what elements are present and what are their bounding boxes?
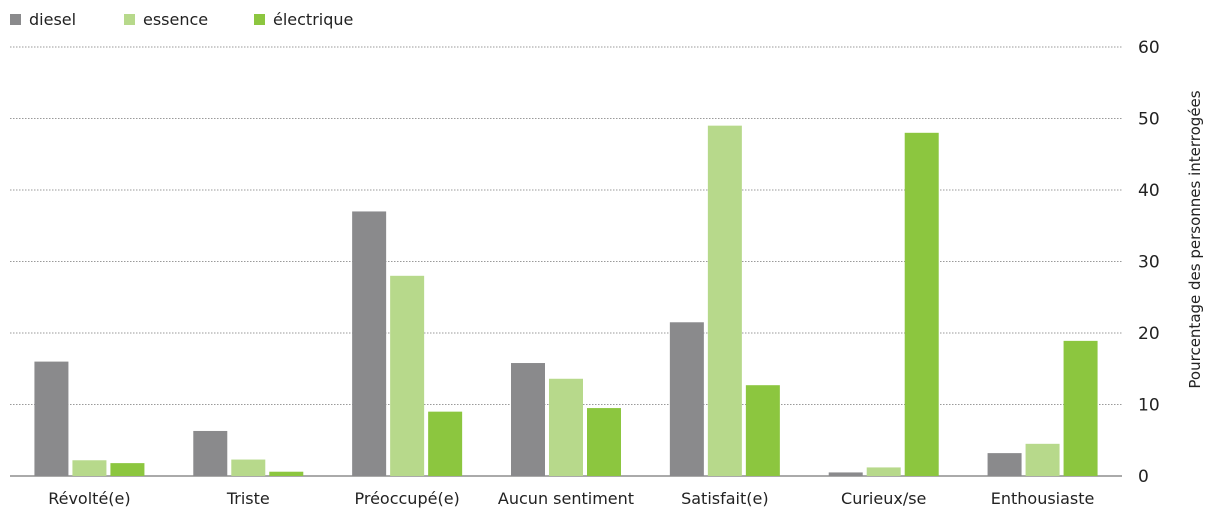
- x-category-label: Curieux/se: [841, 489, 926, 508]
- x-axis-categories: Révolté(e) Triste Préoccupé(e) Aucun sentim…: [48, 489, 1094, 508]
- bar-essence: [72, 460, 107, 476]
- x-category-label: Satisfait(e): [681, 489, 769, 508]
- y-tick-label: 10: [1138, 396, 1160, 416]
- y-tick-label: 50: [1138, 110, 1160, 130]
- x-category-label: Préoccupé(e): [354, 489, 459, 508]
- bar-essence: [707, 125, 742, 477]
- bar-diesel: [828, 472, 863, 476]
- bar-essence: [549, 378, 583, 476]
- bar-essence: [1025, 443, 1060, 476]
- bar-diesel: [193, 430, 228, 476]
- bars: [34, 125, 1098, 477]
- y-tick-label: 0: [1138, 467, 1149, 487]
- x-category-label: Triste: [226, 489, 270, 508]
- legend-swatch: [254, 14, 265, 25]
- legend: diesel essence électrique: [10, 10, 353, 29]
- y-tick-label: 40: [1138, 181, 1160, 201]
- bar-diesel: [511, 363, 545, 476]
- bar-electrique: [110, 463, 145, 476]
- bar-electrique: [428, 411, 463, 476]
- x-category-label: Aucun sentiment: [498, 489, 634, 508]
- y-axis-title: Pourcentage des personnes interrogées: [1186, 90, 1204, 388]
- bar-electrique: [904, 132, 939, 477]
- y-tick-label: 20: [1138, 324, 1160, 344]
- bar-essence: [231, 459, 266, 476]
- bar-electrique: [745, 385, 780, 476]
- legend-label: diesel: [29, 10, 76, 29]
- x-category-label: Enthousiaste: [991, 489, 1095, 508]
- bar-electrique: [587, 408, 621, 476]
- y-axis-ticks: 0 10 20 30 40 50 60: [1138, 38, 1160, 487]
- legend-label: essence: [143, 10, 208, 29]
- bar-diesel: [669, 322, 704, 476]
- legend-swatch: [10, 14, 21, 25]
- bar-diesel: [352, 211, 387, 476]
- legend-swatch: [124, 14, 135, 25]
- bar-diesel: [987, 453, 1022, 476]
- x-category-label: Révolté(e): [48, 489, 130, 508]
- bar-essence: [390, 275, 425, 476]
- bar-diesel: [34, 361, 69, 476]
- bar-electrique: [1063, 340, 1098, 476]
- y-tick-label: 60: [1138, 38, 1160, 58]
- bar-electrique: [269, 471, 304, 476]
- bar-essence: [866, 467, 901, 476]
- legend-label: électrique: [273, 10, 353, 29]
- y-tick-label: 30: [1138, 253, 1160, 273]
